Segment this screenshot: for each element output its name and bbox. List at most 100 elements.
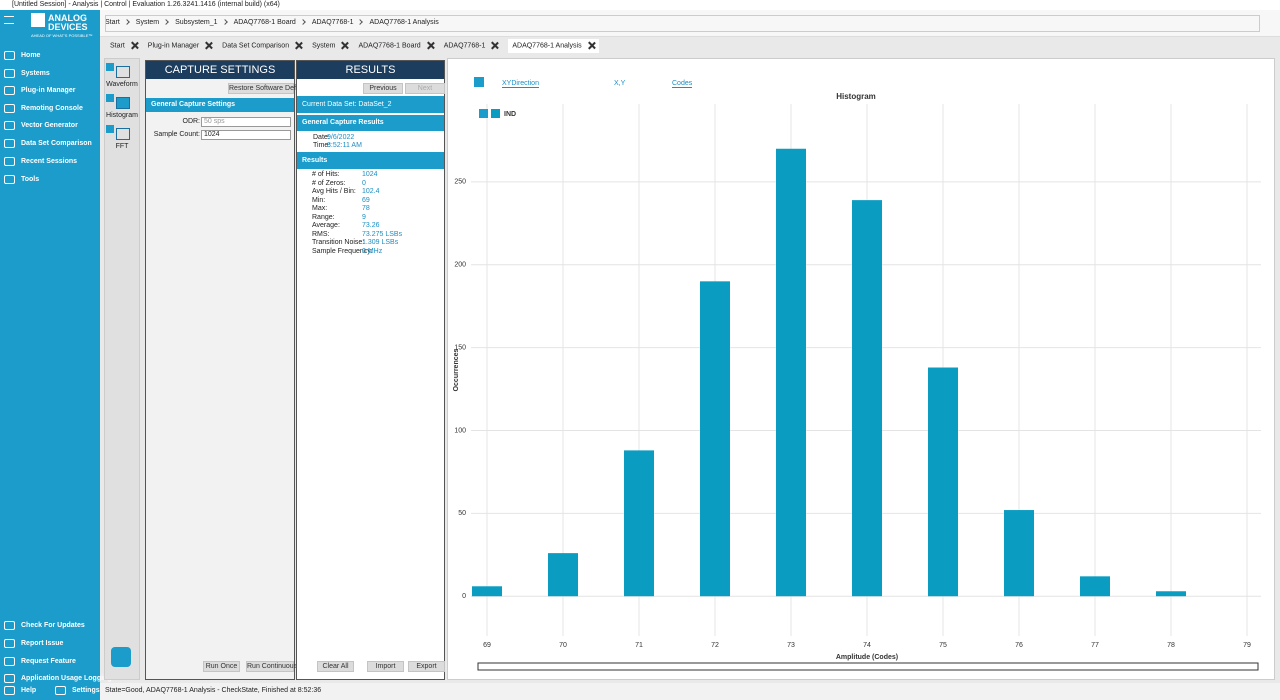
previous-button[interactable]: Previous xyxy=(363,83,403,94)
nav-item[interactable]: Home xyxy=(4,51,40,60)
tab-bar: Start Plug-in Manager Data Set Comparison S… xyxy=(100,38,1280,54)
breadcrumb-item[interactable]: Subsystem_1 xyxy=(175,19,218,26)
nav-item[interactable]: Application Usage Logging xyxy=(4,674,112,683)
x-tick-label: 76 xyxy=(1015,642,1023,649)
breadcrumb-item[interactable]: ADAQ7768-1 Board xyxy=(233,19,296,26)
restore-button[interactable]: Restore Software Defaults xyxy=(228,83,311,94)
y-tick-label: 50 xyxy=(458,510,466,517)
tool-icon[interactable] xyxy=(116,66,130,78)
nav-label: Systems xyxy=(21,70,50,77)
breadcrumb-item[interactable]: System xyxy=(135,19,160,26)
tab-close[interactable] xyxy=(491,42,498,49)
tool-icon[interactable] xyxy=(116,97,130,109)
chart: Histogram Amplitude (Codes) Occurrences 0 50… xyxy=(453,92,1261,671)
nav-item[interactable]: Systems xyxy=(4,69,50,78)
tab-close[interactable] xyxy=(205,42,212,49)
tool-checkbox[interactable] xyxy=(106,125,114,133)
toolbar-item[interactable]: X,Y xyxy=(614,80,626,87)
capture-button[interactable]: Run Continuously xyxy=(246,661,303,672)
tab-close[interactable] xyxy=(341,42,348,49)
results-panel: RESULTS Previous Next Current Data Set: … xyxy=(296,60,445,680)
tab-label: Start xyxy=(110,42,125,50)
toolbar-button[interactable] xyxy=(474,77,484,87)
tab-close[interactable] xyxy=(588,42,595,49)
nav-item[interactable]: Vector Generator xyxy=(4,121,78,130)
capture-panel: CAPTURE SETTINGS Restore Software Defaul… xyxy=(145,60,311,680)
result-label: Transition Noise: xyxy=(312,239,365,246)
gear-button[interactable] xyxy=(111,647,131,667)
result-value: 1.309 LSBs xyxy=(362,239,399,246)
result-label: # of Zeros: xyxy=(312,179,346,187)
nav-item[interactable]: Check For Updates xyxy=(4,621,85,630)
menu-button[interactable] xyxy=(4,16,14,24)
tool-checkbox[interactable] xyxy=(106,94,114,102)
tab[interactable]: System xyxy=(312,39,348,52)
y-tick-label: 200 xyxy=(454,262,466,269)
result-label: Date: xyxy=(313,134,330,141)
bar xyxy=(1004,510,1034,597)
bar xyxy=(700,281,730,597)
bar xyxy=(1080,576,1110,597)
tab[interactable]: ADAQ7768-1 Analysis xyxy=(508,39,599,53)
tab[interactable]: Plug-in Manager xyxy=(148,39,212,52)
nav-item[interactable]: Tools xyxy=(4,175,39,184)
tool-checkbox[interactable] xyxy=(106,63,114,71)
legend-swatch xyxy=(491,109,500,118)
nav-item[interactable]: Request Feature xyxy=(4,657,76,666)
field-input[interactable]: 50 sps xyxy=(201,117,291,127)
breadcrumb-item[interactable]: ADAQ7768-1 Analysis xyxy=(369,19,439,26)
section-bar: Results xyxy=(297,152,444,169)
tab-close[interactable] xyxy=(131,42,138,49)
tab[interactable]: Data Set Comparison xyxy=(222,39,302,52)
legend-label: IND xyxy=(504,111,516,118)
field-label: ODR: xyxy=(182,118,201,125)
tab-close[interactable] xyxy=(427,42,434,49)
nav-icon xyxy=(4,86,15,95)
help[interactable]: Help xyxy=(4,686,36,695)
toolbar-item[interactable]: XYDirection xyxy=(502,80,539,88)
nav-label: Vector Generator xyxy=(21,122,78,129)
nav-item[interactable]: Data Set Comparison xyxy=(4,139,92,148)
next-button[interactable]: Next xyxy=(405,83,445,94)
tool-column: Waveform Histogram FFT xyxy=(104,58,140,680)
tool-label: FFT xyxy=(115,143,129,150)
nav-item[interactable]: Plug-in Manager xyxy=(4,86,75,95)
bar xyxy=(776,148,806,597)
capture-button[interactable]: Run Once xyxy=(203,661,240,672)
result-value: 0 xyxy=(362,179,366,187)
nav-label: Data Set Comparison xyxy=(21,140,92,147)
result-value: 1024 xyxy=(362,171,378,178)
tool-icon[interactable] xyxy=(116,128,130,140)
x-tick-label: 70 xyxy=(559,642,567,649)
field-input[interactable]: 1024 xyxy=(201,130,291,140)
tab-close[interactable] xyxy=(295,42,302,49)
result-label: Min: xyxy=(312,196,326,204)
scrollbar xyxy=(477,662,1259,671)
result-value: 102.4 xyxy=(362,188,380,195)
y-tick-label: 150 xyxy=(454,344,466,351)
nav-item[interactable]: Recent Sessions xyxy=(4,157,77,166)
results-button[interactable]: Clear All xyxy=(317,661,354,672)
results-button[interactable]: Export xyxy=(408,661,445,672)
header: Start System Subsystem_1 ADAQ7768-1 Board AD… xyxy=(0,10,1280,37)
breadcrumb-item[interactable]: ADAQ7768-1 xyxy=(311,19,354,26)
tab-label: Plug-in Manager xyxy=(147,42,200,50)
x-tick-label: 75 xyxy=(939,642,947,649)
tab[interactable]: ADAQ7768-1 Board xyxy=(358,39,433,52)
nav-label: Check For Updates xyxy=(21,622,85,629)
bar xyxy=(472,586,502,597)
nav-label: Plug-in Manager xyxy=(21,87,76,94)
tab[interactable]: Start xyxy=(110,39,138,52)
breadcrumb: Start System Subsystem_1 ADAQ7768-1 Board AD… xyxy=(105,19,439,26)
nav-icon xyxy=(4,104,15,113)
nav-item[interactable]: Remoting Console xyxy=(4,104,83,113)
breadcrumb-item[interactable]: Start xyxy=(105,19,120,26)
result-label: RMS: xyxy=(312,230,330,238)
toolbar-item[interactable]: Codes xyxy=(672,80,693,88)
tab[interactable]: ADAQ7768-1 xyxy=(444,39,499,52)
x-axis-label: Amplitude (Codes) xyxy=(836,654,898,661)
settings[interactable]: Settings xyxy=(55,686,100,695)
nav-item[interactable]: Report Issue xyxy=(4,639,63,648)
results-button[interactable]: Import xyxy=(367,661,404,672)
nav-icon xyxy=(4,121,15,130)
